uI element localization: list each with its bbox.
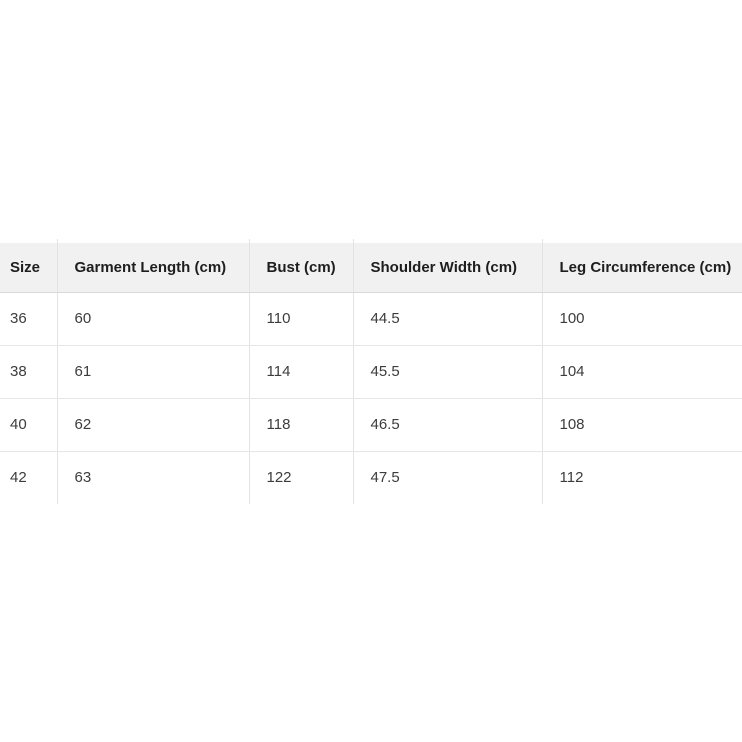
cell-size: 38: [0, 345, 57, 399]
cell-bust: 118: [248, 398, 353, 452]
size-chart-table: Size Garment Length (cm) Bust (cm) Shoul…: [0, 239, 742, 504]
cell-leg-circumference: 112: [541, 451, 742, 504]
cell-garment-length: 62: [56, 398, 249, 452]
column-header-bust: Bust (cm): [248, 243, 353, 293]
cell-garment-length: 60: [56, 292, 249, 346]
cell-garment-length: 61: [56, 345, 249, 399]
cell-leg-circumference: 108: [541, 398, 742, 452]
cell-size: 42: [10, 469, 27, 487]
column-header-size: Size: [0, 243, 57, 293]
cell-leg-circumference: 100: [541, 292, 742, 346]
cell-bust: 110: [248, 292, 353, 346]
header-row: Size Garment Length (cm) Bust (cm) Shoul…: [0, 243, 742, 293]
cell-size: 36: [0, 292, 57, 346]
table-row: 40 62 118 46.5 108: [0, 398, 742, 452]
cell-bust: 122: [248, 451, 353, 504]
table-row: 42 63 122 47.5 112: [0, 451, 742, 504]
column-divider-tick: [542, 239, 543, 243]
column-header-shoulder-width: Shoulder Width (cm): [352, 243, 542, 293]
column-divider-tick: [353, 239, 354, 243]
cell-shoulder-width: 47.5: [352, 451, 542, 504]
cell-garment-length: 63: [56, 451, 249, 504]
column-divider-tick: [57, 239, 58, 243]
cell-shoulder-width: 44.5: [352, 292, 542, 346]
cell-shoulder-width: 46.5: [352, 398, 542, 452]
size-chart: Size Garment Length (cm) Bust (cm) Shoul…: [0, 243, 742, 504]
column-header-garment-length: Garment Length (cm): [56, 243, 249, 293]
column-header-leg-circumference: Leg Circumference (cm): [541, 243, 742, 293]
table-row: 36 60 110 44.5 100: [0, 292, 742, 346]
table-row: 38 61 114 45.5 104: [0, 345, 742, 399]
cell-bust: 114: [248, 345, 353, 399]
cell-shoulder-width: 45.5: [352, 345, 542, 399]
cell-leg-circumference: 104: [541, 345, 742, 399]
cell-size: 40: [0, 398, 57, 452]
column-divider-tick: [249, 239, 250, 243]
